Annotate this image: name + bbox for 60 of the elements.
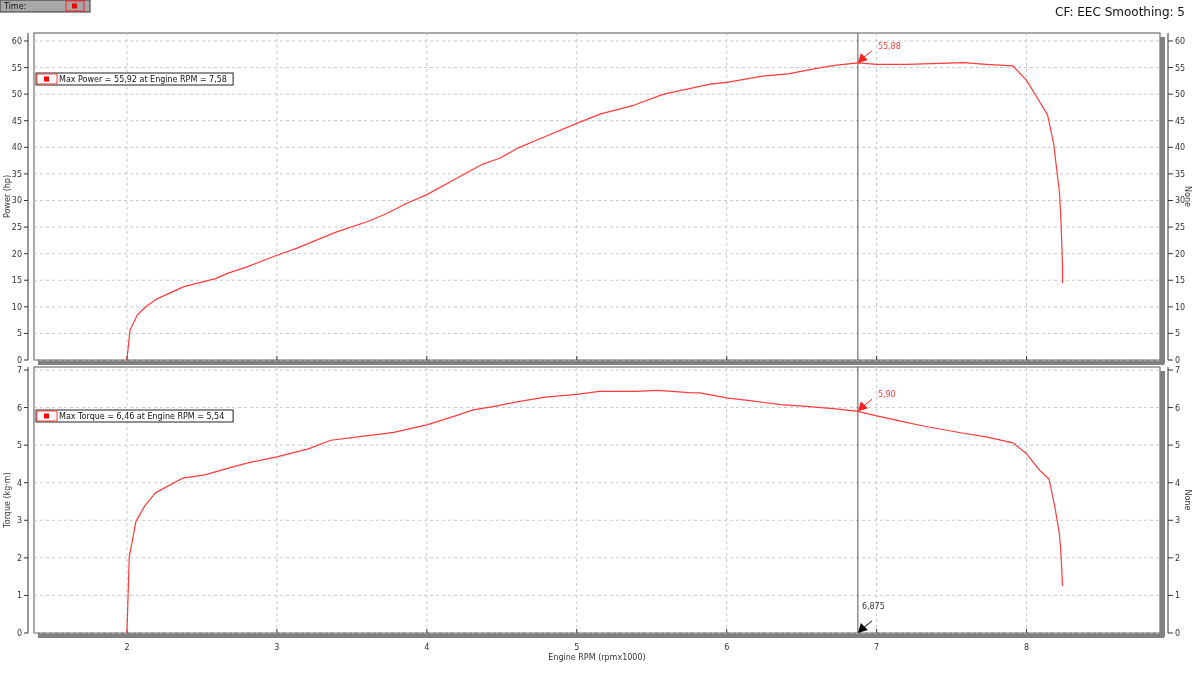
x-axis-title: Engine RPM (rpmx1000) [548, 653, 646, 662]
y-tick-label: 50 [11, 90, 22, 100]
y2-axis-title: None [1183, 489, 1192, 511]
y-tick-label: 15 [11, 276, 22, 286]
y-tick-label: 5 [16, 441, 22, 451]
y2-tick-label: 0 [1175, 356, 1181, 365]
annotation: Max Torque = 6,46 at Engine RPM = 5,54 [59, 412, 225, 421]
annotation: Max Power = 55,92 at Engine RPM = 7,58 [59, 75, 227, 84]
x-tick-label: 7 [874, 643, 880, 652]
y2-tick-label: 6 [1175, 403, 1181, 413]
y2-tick-label: 4 [1175, 478, 1181, 488]
y2-tick-label: 7 [1175, 366, 1181, 376]
y2-tick-label: 50 [1175, 90, 1186, 100]
y2-tick-label: 60 [1175, 36, 1186, 46]
y2-tick-label: 25 [1175, 223, 1186, 233]
y-axis-title: Power (hp) [3, 174, 12, 219]
y-tick-label: 20 [11, 249, 22, 259]
y-tick-label: 7 [16, 366, 22, 376]
y-axis-title: Torque (kg·m) [3, 472, 12, 529]
x-tick-label: 5 [574, 643, 580, 652]
y2-tick-label: 55 [1175, 63, 1186, 73]
ref-line-label: 6,875 [861, 602, 885, 611]
y-tick-label: 30 [11, 196, 22, 206]
y2-tick-label: 5 [1175, 441, 1181, 451]
y-tick-label: 0 [16, 356, 22, 365]
x-tick-label: 2 [124, 643, 130, 652]
x-tick-label: 4 [424, 643, 430, 652]
chart-subtitle: CF: EEC Smoothing: 5 [1055, 5, 1185, 19]
y-tick-label: 2 [16, 553, 22, 563]
y2-tick-label: 3 [1175, 516, 1181, 526]
x-tick-label: 6 [724, 643, 730, 652]
x-tick-label: 3 [274, 643, 280, 652]
y2-tick-label: 5 [1175, 329, 1181, 339]
y-tick-label: 45 [11, 116, 22, 126]
y-tick-label: 40 [11, 143, 22, 153]
y2-tick-label: 35 [1175, 169, 1186, 179]
y-tick-label: 10 [11, 302, 22, 312]
y-tick-label: 4 [16, 478, 22, 488]
y2-tick-label: 40 [1175, 143, 1186, 153]
y2-tick-label: 10 [1175, 302, 1186, 312]
x-tick-label: 8 [1024, 643, 1030, 652]
y2-tick-label: 1 [1175, 591, 1181, 601]
y-tick-label: 1 [16, 591, 22, 601]
y-tick-label: 35 [11, 169, 22, 179]
y-tick-label: 60 [11, 36, 22, 46]
y2-tick-label: 15 [1175, 276, 1186, 286]
y2-tick-label: 0 [1175, 629, 1181, 638]
y-tick-label: 6 [16, 403, 22, 413]
y-tick-label: 5 [16, 329, 22, 339]
text: Time: [3, 2, 27, 11]
y-tick-label: 0 [16, 629, 22, 638]
y-tick-label: 3 [16, 516, 22, 526]
annotation: 5,90 [877, 390, 896, 400]
y2-tick-label: 30 [1175, 196, 1186, 206]
y-tick-label: 55 [11, 63, 22, 73]
y2-tick-label: 20 [1175, 249, 1186, 259]
annotation: 55,88 [877, 41, 901, 51]
y2-tick-label: 2 [1175, 553, 1181, 563]
y2-tick-label: 45 [1175, 116, 1186, 126]
y-tick-label: 25 [11, 223, 22, 233]
